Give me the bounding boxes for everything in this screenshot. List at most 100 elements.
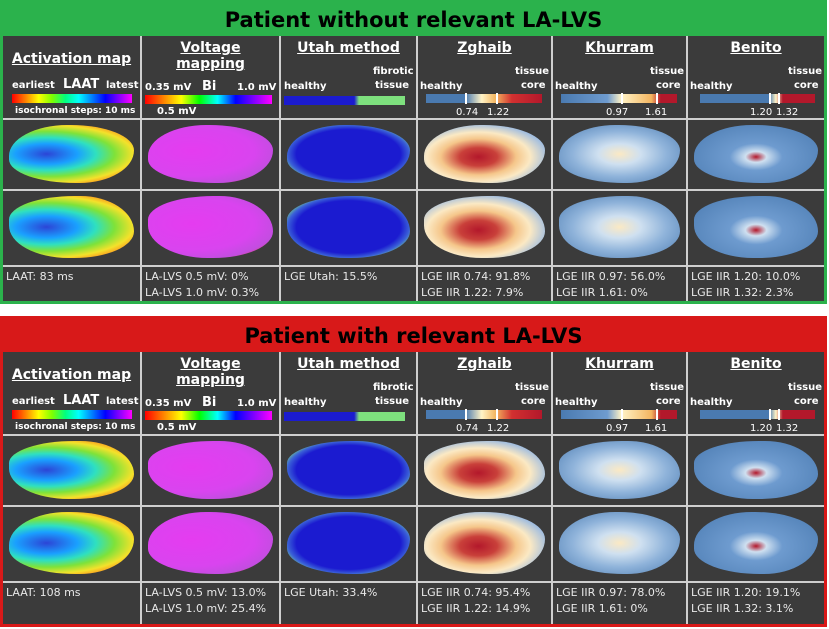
threshold-label: 1.32 bbox=[776, 107, 799, 118]
voltage-legend: Voltage mapping 0.35 mV Bi 1.0 mV 0.5 mV bbox=[142, 39, 279, 117]
legend-label: tissue bbox=[515, 66, 550, 77]
divider bbox=[416, 36, 418, 301]
legend-label: Bi bbox=[202, 79, 217, 94]
threshold-label: 0.74 bbox=[456, 107, 479, 118]
legend-label: tissue bbox=[788, 66, 823, 77]
footer-line: LGE IIR 0.97: 56.0% bbox=[556, 270, 666, 283]
legend-label: isochronal steps: 10 ms bbox=[15, 422, 136, 432]
column-header: Activation map bbox=[11, 51, 132, 67]
panel-without-lvs: Patient without relevant LA-LVS Activati… bbox=[0, 0, 827, 304]
footer-line: LGE IIR 1.32: 2.3% bbox=[691, 286, 794, 299]
legend-label: fibrotic bbox=[373, 382, 414, 393]
threshold-label: 1.61 bbox=[645, 107, 668, 118]
legend-label: healthy bbox=[420, 81, 463, 92]
activation-footer: LAAT: 108 ms bbox=[6, 585, 81, 601]
khurram-legend: Khurram healthy tissue core 0.97 1.61 bbox=[553, 355, 686, 434]
voltage-legend: Voltage mapping 0.35 mV Bi 1.0 mV 0.5 mV bbox=[142, 355, 279, 433]
zghaib-footer: LGE IIR 0.74: 91.8% LGE IIR 1.22: 7.9% bbox=[421, 269, 530, 301]
legend-label: latest bbox=[106, 396, 139, 407]
utah-colorbar bbox=[284, 412, 405, 421]
threshold-label: 1.22 bbox=[487, 107, 510, 118]
legend-label: isochronal steps: 10 ms bbox=[15, 106, 136, 116]
divider bbox=[686, 36, 688, 301]
zghaib-footer: LGE IIR 0.74: 95.4% LGE IIR 1.22: 14.9% bbox=[421, 585, 530, 617]
benito-colorbar bbox=[700, 93, 815, 104]
column-header: Voltage bbox=[180, 356, 241, 372]
benito-map-image bbox=[694, 196, 818, 258]
zghaib-map-image bbox=[424, 441, 545, 499]
column-header: Khurram bbox=[585, 356, 654, 372]
column-header: Benito bbox=[730, 356, 782, 372]
column-header: Zghaib bbox=[457, 40, 512, 56]
footer-line: LA-LVS 0.5 mV: 13.0% bbox=[145, 586, 267, 599]
legend-label: 1.0 mV bbox=[237, 398, 277, 409]
legend-label: 0.5 mV bbox=[157, 106, 197, 117]
footer-line: LGE IIR 1.22: 14.9% bbox=[421, 602, 531, 615]
utah-map-image bbox=[287, 441, 410, 499]
utah-legend: Utah method healthy fibrotic tissue bbox=[281, 355, 416, 433]
legend-label: healthy bbox=[284, 397, 327, 408]
legend-label: core bbox=[656, 80, 681, 91]
zghaib-colorbar bbox=[426, 409, 542, 420]
laat-colorbar bbox=[12, 410, 132, 419]
legend-label: LAAT bbox=[63, 77, 100, 92]
khurram-map-image bbox=[559, 441, 680, 499]
benito-footer: LGE IIR 1.20: 10.0% LGE IIR 1.32: 2.3% bbox=[691, 269, 800, 301]
panel-with-lvs: Patient with relevant LA-LVS Activation … bbox=[0, 316, 827, 627]
legend-label: 0.35 mV bbox=[145, 82, 192, 93]
legend-label: LAAT bbox=[63, 393, 100, 408]
footer-line: LGE IIR 0.74: 91.8% bbox=[421, 270, 531, 283]
column-header: Voltage bbox=[180, 40, 241, 56]
footer-line: LGE Utah: 33.4% bbox=[284, 586, 378, 599]
divider bbox=[3, 505, 824, 507]
divider bbox=[3, 581, 824, 583]
voltage-colorbar bbox=[145, 411, 272, 420]
threshold-label: 0.97 bbox=[606, 107, 629, 118]
footer-line: LGE IIR 1.61: 0% bbox=[556, 286, 648, 299]
panel-title: Patient without relevant LA-LVS bbox=[3, 3, 824, 36]
divider bbox=[279, 36, 281, 301]
zghaib-colorbar bbox=[426, 93, 542, 104]
footer-line: LGE IIR 1.22: 7.9% bbox=[421, 286, 524, 299]
legend-label: earliest bbox=[12, 396, 55, 407]
legend-label: core bbox=[656, 396, 681, 407]
footer-line: LAAT: 83 ms bbox=[6, 270, 74, 283]
column-header: Khurram bbox=[585, 40, 654, 56]
legend-label: healthy bbox=[284, 81, 327, 92]
footer-line: LA-LVS 1.0 mV: 25.4% bbox=[145, 602, 267, 615]
zghaib-legend: Zghaib healthy tissue core 0.74 1.22 bbox=[418, 355, 551, 434]
khurram-map-image bbox=[559, 125, 680, 183]
voltage-map-image bbox=[148, 512, 273, 574]
threshold-label: 0.97 bbox=[606, 423, 629, 434]
benito-colorbar bbox=[700, 409, 815, 420]
benito-footer: LGE IIR 1.20: 19.1% LGE IIR 1.32: 3.1% bbox=[691, 585, 800, 617]
footer-line: LGE IIR 1.61: 0% bbox=[556, 602, 648, 615]
legend-label: fibrotic bbox=[373, 66, 414, 77]
laat-colorbar bbox=[12, 94, 132, 103]
threshold-label: 1.32 bbox=[776, 423, 799, 434]
khurram-footer: LGE IIR 0.97: 56.0% LGE IIR 1.61: 0% bbox=[556, 269, 665, 301]
utah-map-image bbox=[287, 125, 410, 183]
panel-title: Patient with relevant LA-LVS bbox=[3, 319, 824, 352]
column-header: mapping bbox=[176, 56, 245, 72]
legend-label: Bi bbox=[202, 395, 217, 410]
legend-label: healthy bbox=[690, 81, 733, 92]
activation-map-image bbox=[9, 196, 134, 258]
legend-label: core bbox=[521, 80, 546, 91]
legend-label: healthy bbox=[555, 81, 598, 92]
zghaib-map-image bbox=[424, 125, 545, 183]
legend-label: healthy bbox=[555, 397, 598, 408]
activation-map-image bbox=[9, 125, 134, 183]
voltage-footer: LA-LVS 0.5 mV: 0% LA-LVS 1.0 mV: 0.3% bbox=[145, 269, 259, 301]
divider bbox=[551, 36, 553, 301]
utah-legend: Utah method healthy fibrotic tissue bbox=[281, 39, 416, 117]
khurram-footer: LGE IIR 0.97: 78.0% LGE IIR 1.61: 0% bbox=[556, 585, 665, 617]
legend-label: latest bbox=[106, 80, 139, 91]
activation-legend: Activation map earliest LAAT latest isoc… bbox=[3, 355, 140, 433]
activation-map-image bbox=[9, 512, 134, 574]
legend-label: core bbox=[794, 396, 819, 407]
benito-legend: Benito healthy tissue core 1.20 1.32 bbox=[688, 355, 824, 434]
legend-label: tissue bbox=[515, 382, 550, 393]
divider bbox=[3, 118, 824, 120]
utah-map-image bbox=[287, 196, 410, 258]
